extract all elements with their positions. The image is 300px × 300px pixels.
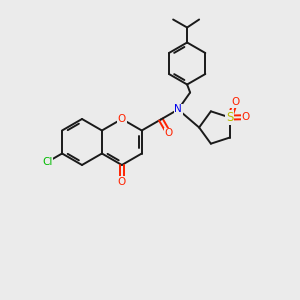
- Text: O: O: [165, 128, 173, 138]
- Text: N: N: [174, 104, 182, 115]
- Text: O: O: [118, 114, 126, 124]
- Text: O: O: [242, 112, 250, 122]
- Text: Cl: Cl: [42, 157, 52, 167]
- Text: O: O: [118, 177, 126, 187]
- Text: S: S: [226, 111, 234, 124]
- Text: O: O: [231, 98, 239, 107]
